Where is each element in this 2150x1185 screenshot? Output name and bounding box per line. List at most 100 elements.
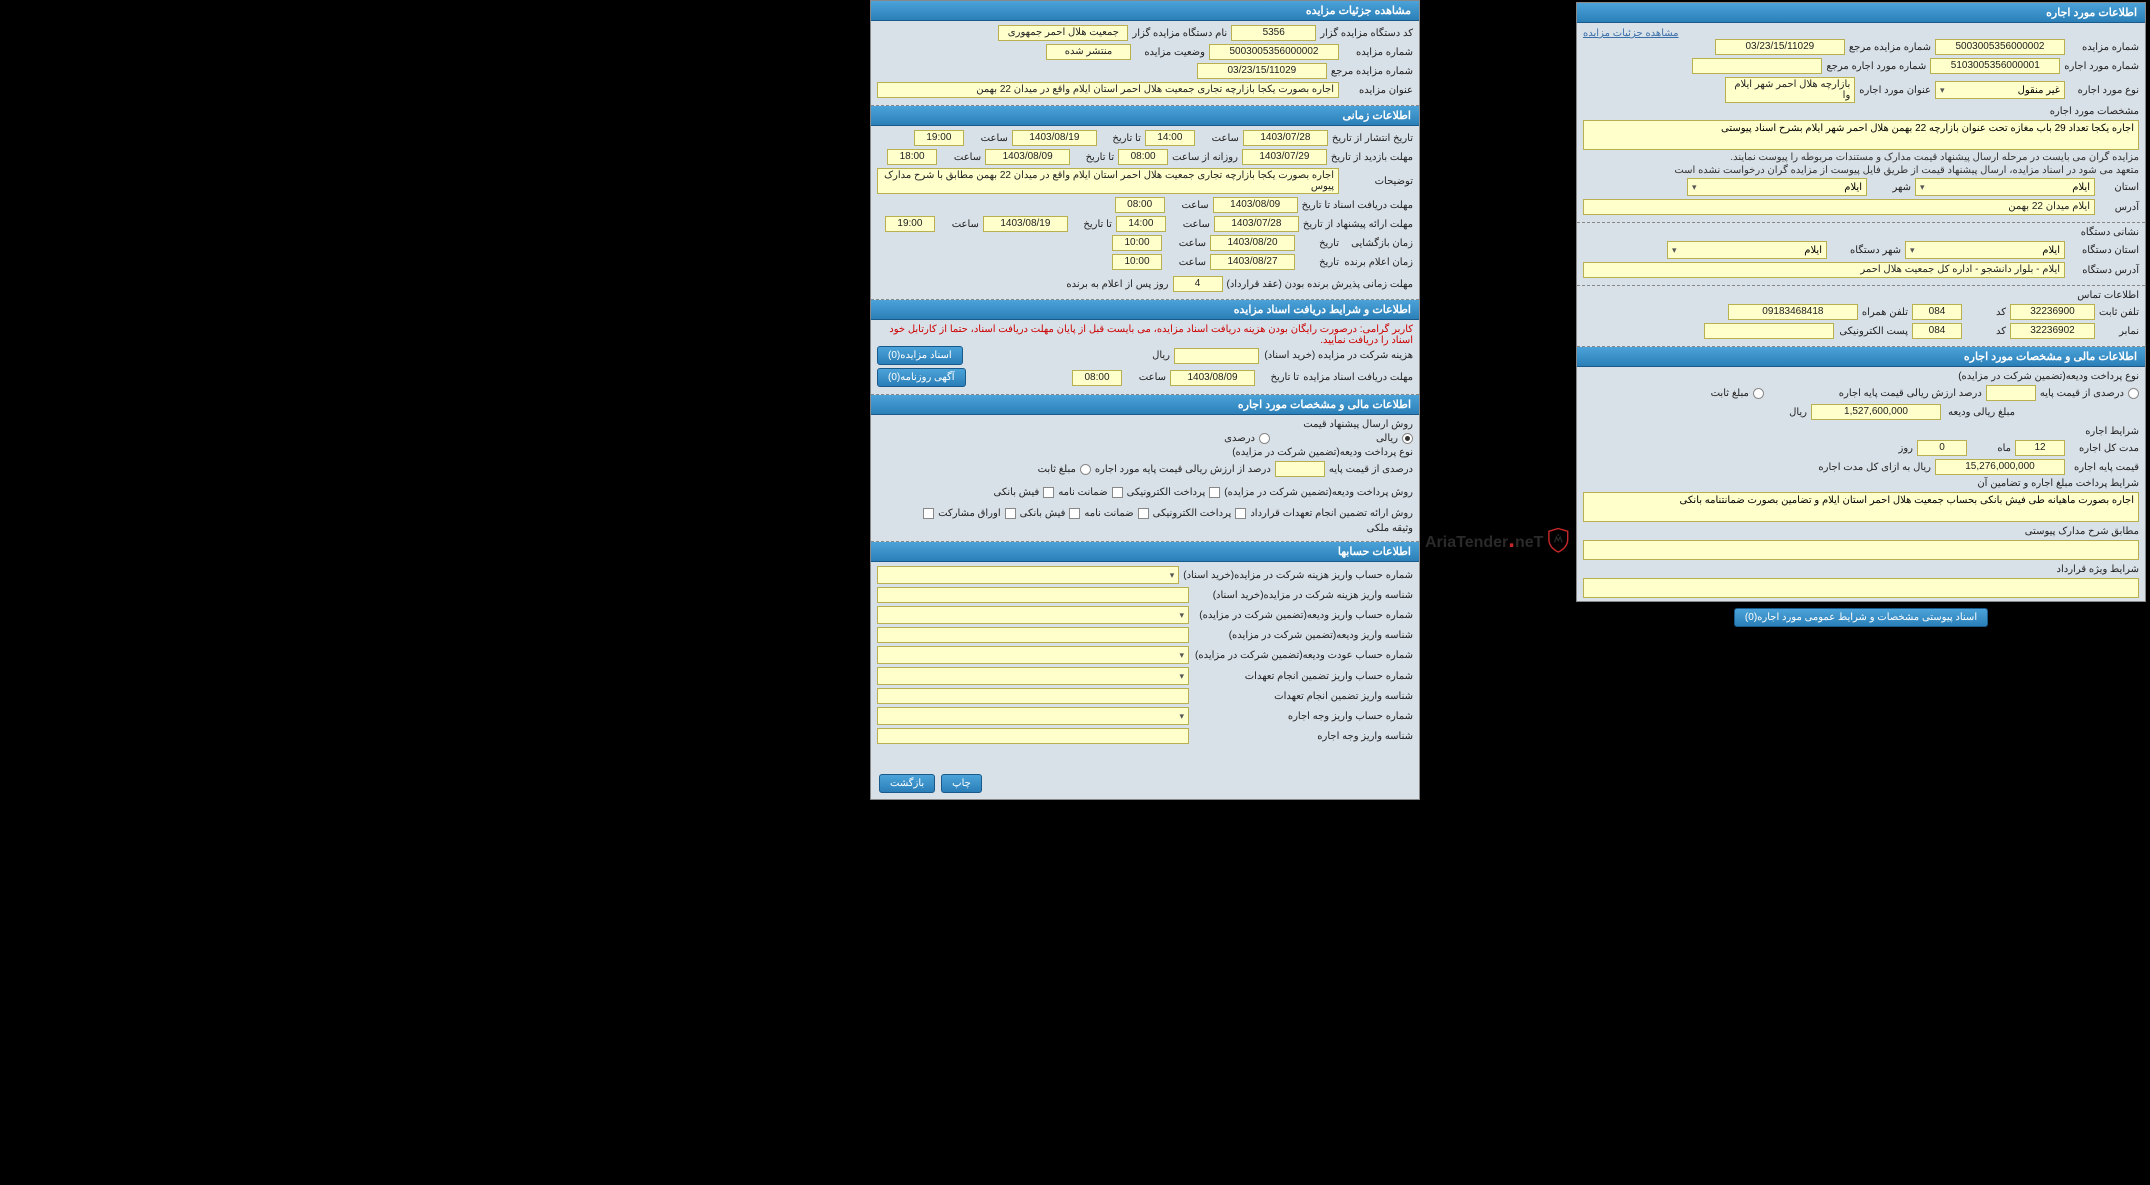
winner-label: زمان اعلام برنده [1343,257,1413,268]
fee-field [1174,348,1259,364]
phone-label: تلفن ثابت [2099,307,2139,318]
acc6-dropdown[interactable] [877,667,1189,685]
acc7-label: شناسه واریز تضمین انجام تعهدات [1193,691,1413,702]
province-dropdown[interactable]: ایلام [1915,178,2095,196]
proposal-from: 1403/07/28 [1214,216,1299,232]
spec-textarea[interactable]: اجاره یکجا تعداد 29 باب مغازه تحت عنوان … [1583,120,2139,150]
fax-field: 32236902 [2010,323,2095,339]
org-address-label: آدرس دستگاه [2069,265,2139,276]
date-label: تاریخ [1299,238,1339,249]
doc-download-button[interactable]: اسناد مزایده(0) [877,346,963,365]
fixed-radio[interactable] [1080,464,1091,475]
rent-ref-field [1692,58,1822,74]
financial-body2: نوع پرداخت ودیعه(تضمین شرکت در مزایده) د… [1577,367,2145,631]
acc7-field [877,688,1189,704]
logo-text: AriaTender.neT [1425,526,1543,554]
email-label: پست الکترونیکی [1838,326,1908,337]
fixed-radio2[interactable] [1753,388,1764,399]
riyali-label: ریالی [1358,433,1398,444]
days-label: روز [1873,443,1913,454]
auction-details-header: مشاهده جزئیات مزایده [871,1,1419,21]
guarantee-checkbox2[interactable] [1138,508,1149,519]
securities-checkbox[interactable] [1005,508,1016,519]
acc2-field [877,587,1189,603]
phone-field: 32236900 [2010,304,2095,320]
fax-label: نمابر [2099,326,2139,337]
electronic-checkbox[interactable] [1209,487,1220,498]
acc2-label: شناسه واریز هزینه شرکت در مزایده(خرید اس… [1193,590,1413,601]
rent-title-label: عنوان مورد اجاره [1859,85,1931,96]
method-label: روش ارسال پیشنهاد قیمت [1303,419,1413,430]
mobile-label: تلفن همراه [1862,307,1908,318]
attachments-textarea[interactable] [1583,540,2139,560]
winner-date: 1403/08/27 [1210,254,1295,270]
guarantee-label: ضمانت نامه [1058,487,1107,498]
rent-type-value: غیر منقول [2018,85,2060,96]
accept-label: مهلت زمانی پذیرش برنده بودن (عقد قرارداد… [1227,279,1414,290]
acc5-dropdown[interactable] [877,646,1189,664]
visit-label: مهلت بازدید از تاریخ [1331,152,1413,163]
details-link[interactable]: مشاهده جزئیات مزایده [1583,28,1679,39]
time-label9: ساعت [1126,372,1166,383]
ref-num-field2: 03/23/15/11029 [1715,39,1845,55]
logo-watermark: AriaTender.neT [1425,495,1570,585]
org-province-value: ایلام [2042,245,2060,256]
guarantee-checkbox[interactable] [1112,487,1123,498]
days-field: 0 [1917,440,1967,456]
attachments-button[interactable]: اسناد پیوستی مشخصات و شرایط عمومی مورد ا… [1734,608,1988,627]
visit-from: 1403/07/29 [1242,149,1327,165]
acc3-dropdown[interactable] [877,606,1189,624]
darsadi-radio[interactable] [1259,433,1270,444]
code-label2: کد [1966,307,2006,318]
time-info-body: تاریخ انتشار از تاریخ 1403/07/28 ساعت 14… [871,126,1419,300]
contact-body: اطلاعات تماس تلفن ثابت 32236900 کد 084 ت… [1577,286,2145,347]
securities-label: اوراق مشارکت [938,508,1001,519]
time-label5: ساعت [1170,219,1210,230]
acc4-field [877,627,1189,643]
percent-radio[interactable] [2128,388,2139,399]
publish-from-time: 14:00 [1145,130,1195,146]
bank-slip-checkbox2[interactable] [1069,508,1080,519]
deadline-time: 08:00 [1072,370,1122,386]
address-label: آدرس [2099,202,2139,213]
time-info-header: اطلاعات زمانی [871,106,1419,126]
visit-to: 1403/08/09 [985,149,1070,165]
fixed-label2: مبلغ ثابت [1709,388,1749,399]
org-location-label: نشانی دستگاه [2069,227,2139,238]
rent-type-dropdown[interactable]: غیر منقول [1935,81,2065,99]
riyali-radio[interactable] [1402,433,1413,444]
proposal-to-time: 19:00 [885,216,935,232]
special-textarea[interactable] [1583,578,2139,598]
bank-slip-checkbox[interactable] [1043,487,1054,498]
acc8-label: شماره حساب واریز وجه اجاره [1193,711,1413,722]
electronic-checkbox2[interactable] [1235,508,1246,519]
acc8-dropdown[interactable] [877,707,1189,725]
publish-label: تاریخ انتشار از تاریخ [1332,133,1413,144]
address-field: ایلام میدان 22 بهمن [1583,199,2095,215]
back-button[interactable]: بازگشت [879,774,935,793]
time-label6: ساعت [939,219,979,230]
percent-detail2: درصد ارزش ریالی قیمت پایه اجاره [1832,388,1982,399]
attachments-label: مطابق شرح مدارک پیوستی [2009,526,2139,537]
org-province-dropdown[interactable]: ایلام [1905,241,2065,259]
city-dropdown[interactable]: ایلام [1687,178,1867,196]
email-field [1704,323,1834,339]
print-button[interactable]: چاپ [941,774,982,793]
org-city-dropdown[interactable]: ایلام [1667,241,1827,259]
rent-title-field: بازارچه هلال احمر شهر ایلام وا [1725,77,1855,103]
base-price-field: 15,276,000,000 [1935,459,2065,475]
province-label: استان [2099,182,2139,193]
property-checkbox[interactable] [923,508,934,519]
org-location-body: نشانی دستگاه استان دستگاه ایلام شهر دستگ… [1577,223,2145,286]
time-label3: ساعت [941,152,981,163]
visit-to-time: 18:00 [887,149,937,165]
time-label: ساعت [1199,133,1239,144]
newspaper-ad-button[interactable]: آگهی روزنامه(0) [877,368,966,387]
electronic-label2: پرداخت الکترونیکی [1153,508,1232,519]
fixed-label: مبلغ ثابت [1036,464,1076,475]
acc1-dropdown[interactable] [877,566,1179,584]
acc4-label: شناسه واریز ودیعه(تضمین شرکت در مزایده) [1193,630,1413,641]
pay-conditions-textarea[interactable]: اجاره بصورت ماهیانه طی فیش بانکی بحساب ج… [1583,492,2139,522]
accept-days: 4 [1173,276,1223,292]
base-price-label: قیمت پایه اجاره [2069,462,2139,473]
